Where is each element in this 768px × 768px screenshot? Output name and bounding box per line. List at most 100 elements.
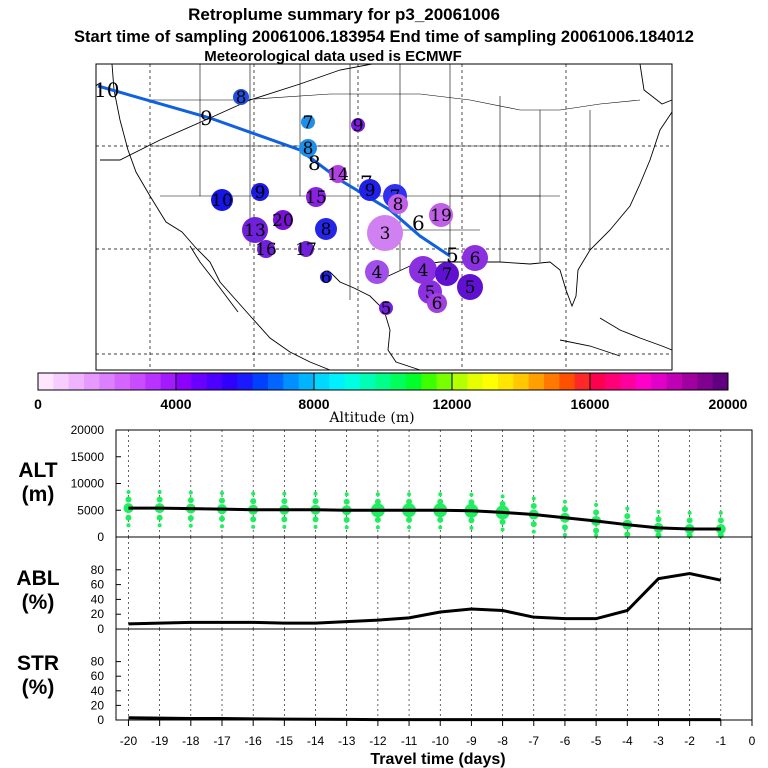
altitude-spread-dot (530, 502, 537, 509)
colorbar-cell (421, 373, 438, 390)
altitude-spread-dot (312, 498, 319, 505)
y-tick-label: 80 (91, 655, 105, 669)
colorbar-cell (68, 373, 85, 390)
altitude-spread-dot (125, 514, 132, 521)
altitude-spread-dot (655, 516, 662, 523)
altitude-spread-dot (187, 497, 194, 504)
altitude-spread-dot (625, 506, 630, 511)
altitude-spread-dot (499, 519, 506, 526)
colorbar-cell (528, 373, 545, 390)
colorbar-cell (283, 373, 300, 390)
colorbar-cell (697, 373, 714, 390)
trajectory-label: 8 (308, 151, 321, 175)
colorbar-cell (544, 373, 560, 390)
altitude-spread-dot (687, 533, 692, 538)
y-tick-label: 20000 (71, 423, 105, 437)
altitude-spread-dot (281, 516, 288, 523)
altitude-spread-dot (625, 533, 630, 538)
altitude-spread-dot (374, 516, 381, 523)
panel-ylabel: (m) (22, 483, 55, 506)
plume-marker (359, 179, 381, 201)
plume-marker (320, 271, 332, 283)
altitude-spread-dot (343, 516, 350, 523)
altitude-spread-dot (251, 491, 256, 496)
altitude-spread-dot (468, 499, 475, 506)
plume-marker (457, 274, 483, 300)
plume-marker (379, 301, 393, 315)
x-tick-label: -2 (684, 734, 695, 748)
plume-marker (257, 240, 275, 258)
y-tick-label: 40 (91, 592, 105, 606)
colorbar-cell (252, 373, 269, 390)
panel-frame (115, 628, 753, 721)
colorbar-cell (467, 373, 484, 390)
series-line (128, 571, 722, 626)
altitude-spread-dot (250, 498, 257, 505)
trajectory-label: 9 (200, 106, 213, 130)
plume-marker-label: 19 (430, 206, 452, 226)
altitude-spread-dot (500, 527, 505, 532)
x-tick-label: -20 (120, 734, 138, 748)
x-tick-label: -16 (245, 734, 263, 748)
altitude-spread-dot (530, 521, 537, 528)
colorbar-cell (636, 373, 652, 390)
y-tick-label: 20 (91, 698, 105, 712)
plume-marker (427, 293, 447, 313)
plume-marker-label: 6 (321, 268, 332, 288)
plume-marker-label: 10 (211, 191, 233, 211)
altitude-spread-dot (313, 491, 318, 496)
colorbar-cell (436, 373, 453, 390)
title-line-3: Meteorological data used is ECMWF (204, 48, 462, 65)
x-tick-label: -17 (213, 734, 231, 748)
colorbar-cell (344, 373, 361, 390)
colorbar-cell (298, 373, 315, 390)
colorbar-cell (114, 373, 131, 390)
colorbar-cell (130, 373, 146, 390)
colorbar-label: Altitude (m) (328, 410, 414, 426)
plume-marker-label: 7 (303, 113, 314, 133)
altitude-spread-dot (562, 499, 567, 504)
x-tick-label: -7 (528, 734, 539, 748)
altitude-spread-dot (312, 516, 319, 523)
plume-marker-label: 5 (381, 299, 392, 319)
y-tick-label: 0 (97, 713, 104, 727)
colorbar-cell (222, 373, 238, 390)
colorbar-cell (620, 373, 637, 390)
colorbar-cell (268, 373, 284, 390)
panel-ylabel: (%) (22, 676, 55, 699)
plume-marker-label: 9 (353, 116, 364, 136)
altitude-spread-dot (562, 532, 567, 537)
altitude-spread-dot (469, 525, 474, 530)
x-tick-label: -3 (653, 734, 664, 748)
altitude-spread-dot (282, 491, 287, 496)
colorbar-cell (145, 373, 162, 390)
colorbar-cell (314, 373, 330, 390)
panel-frame (115, 536, 753, 630)
x-axis-label: Travel time (days) (370, 751, 505, 768)
altitude-spread-dot (593, 509, 600, 516)
trajectory-labels: 10 9 8 7 6 5 (94, 78, 459, 267)
altitude-spread-dot (561, 524, 568, 531)
series-line (128, 506, 721, 531)
altitude-spread-dot (500, 494, 505, 499)
plume-marker (429, 203, 453, 227)
x-tick-label: -15 (276, 734, 294, 748)
altitude-spread-dot (374, 498, 381, 505)
altitude-spread-dot (469, 492, 474, 497)
plume-marker-label: 8 (393, 195, 404, 215)
colorbar-tick-label: 4000 (160, 396, 191, 412)
y-tick-label: 10000 (71, 477, 105, 491)
altitude-colorbar: 0 4000 8000 12000 16000 20000 Altitude (m) (34, 372, 748, 426)
x-tick-label: -8 (497, 734, 508, 748)
altitude-spread-dot (156, 496, 163, 503)
altitude-spread-dot (624, 513, 631, 520)
colorbar-cell (375, 373, 392, 390)
colorbar-cell (38, 373, 54, 390)
plume-marker-label: 7 (442, 265, 453, 285)
colorbar-cell (329, 373, 346, 390)
plume-marker (242, 217, 268, 243)
y-tick-label: 60 (91, 578, 105, 592)
colorbar-cell (712, 373, 729, 390)
altitude-spread-dot (438, 492, 443, 497)
